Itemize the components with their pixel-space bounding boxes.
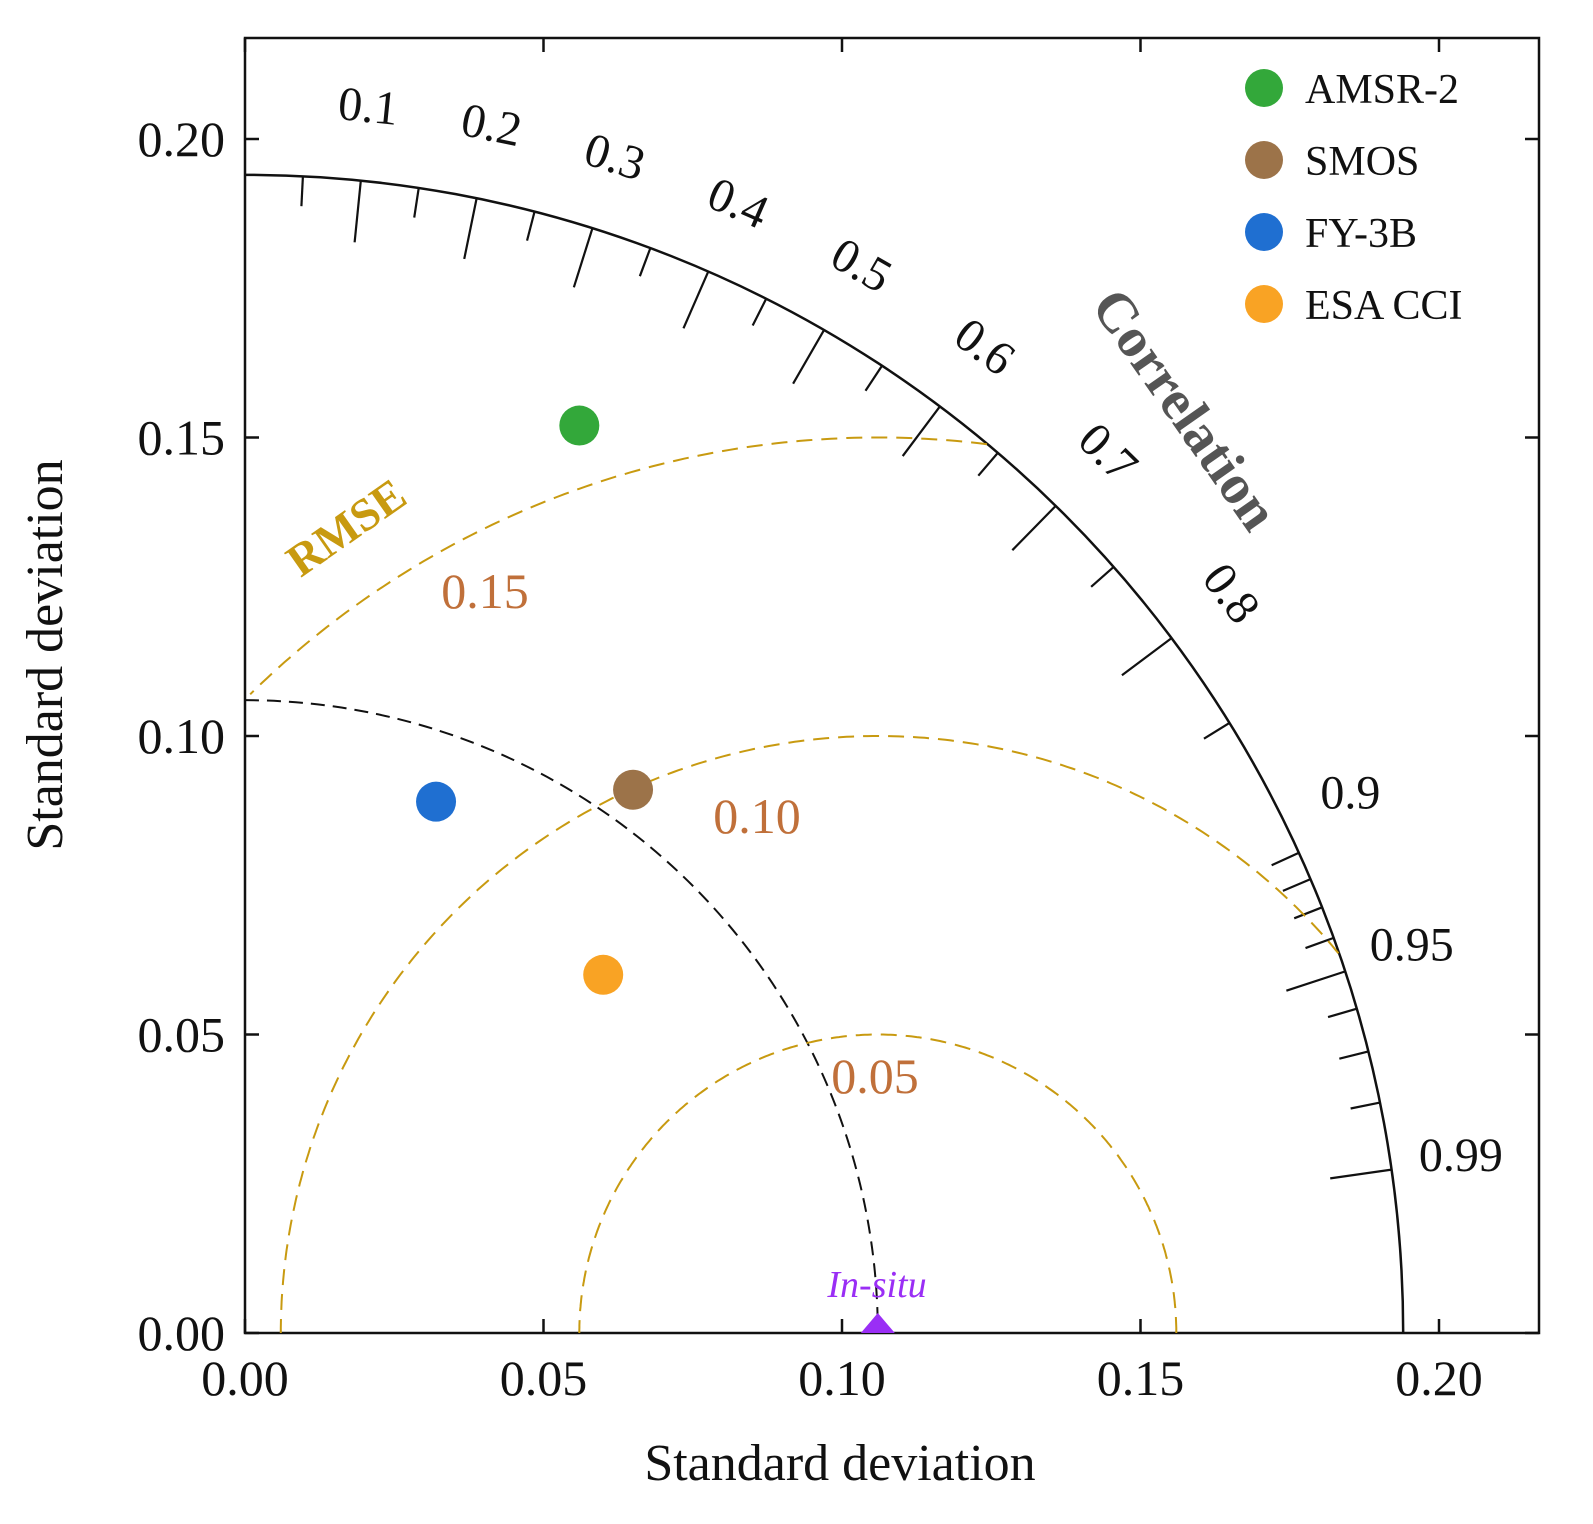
corr-major-tick: [792, 329, 826, 385]
data-point-amsr-2: [559, 405, 600, 446]
corr-minor-tick: [1339, 1050, 1369, 1060]
corr-minor-tick: [1327, 1007, 1358, 1019]
legend-label: ESA CCI: [1305, 283, 1463, 329]
corr-major-tick: [1286, 970, 1346, 992]
corr-label: 0.7: [1068, 413, 1148, 493]
corr-minor-tick: [1350, 1101, 1381, 1110]
corr-major-tick: [353, 180, 362, 243]
corr-minor-tick: [1282, 878, 1311, 892]
legend-label: SMOS: [1305, 139, 1419, 185]
corr-minor-tick: [300, 176, 305, 207]
corr-minor-tick: [638, 247, 652, 277]
x-tick-label: 0.00: [201, 1350, 289, 1406]
x-tick-label: 0.10: [798, 1350, 886, 1406]
y-tick-label: 0.00: [138, 1305, 226, 1361]
marks-layer: [416, 405, 895, 1333]
legend-marker: [1245, 69, 1283, 107]
corr-major-tick: [1121, 637, 1173, 677]
corr-minor-tick: [864, 365, 883, 392]
corr-minor-tick: [977, 452, 999, 477]
corr-minor-tick: [413, 187, 420, 218]
legend-label: FY-3B: [1305, 211, 1417, 257]
y-tick-label: 0.10: [138, 708, 226, 764]
corr-label: 0.1: [336, 77, 401, 136]
corr-minor-tick: [1203, 721, 1231, 740]
y-tick-label: 0.15: [138, 410, 226, 466]
corr-major-tick: [463, 197, 478, 260]
corr-major-tick: [1330, 1168, 1392, 1180]
y-tick-label: 0.20: [138, 111, 226, 167]
corr-label: 0.95: [1370, 919, 1454, 972]
corr-major-tick: [572, 227, 594, 288]
data-point-esa-cci: [583, 954, 624, 995]
x-tick-label: 0.20: [1395, 1350, 1483, 1406]
x-axis-title: Standard deviation: [644, 1435, 1035, 1492]
reference-label: In-situ: [826, 1264, 926, 1306]
legend: AMSR-2 SMOS FY-3B ESA CCI: [1245, 67, 1463, 329]
legend-marker: [1245, 141, 1283, 179]
rmse-level-label: 0.15: [441, 563, 529, 619]
corr-major-tick: [901, 405, 941, 457]
rmse-level-label: 0.10: [713, 788, 801, 844]
std-arc-outer: [244, 173, 1405, 1334]
std-arc-reference: [244, 699, 879, 1334]
legend-marker: [1245, 285, 1283, 323]
legend-marker: [1245, 213, 1283, 251]
rmse-contour: [279, 735, 1340, 1333]
corr-label: 0.6: [945, 308, 1025, 386]
corr-label: 0.2: [457, 93, 526, 157]
corr-label: 0.99: [1419, 1129, 1503, 1182]
rmse-contour: [578, 1033, 1178, 1333]
corr-minor-tick: [751, 298, 768, 326]
corr-label: 0.8: [1192, 554, 1270, 634]
reference-point: [860, 1313, 895, 1333]
x-tick-label: 0.15: [1097, 1350, 1185, 1406]
legend-label: AMSR-2: [1305, 67, 1459, 113]
corr-label: 0.5: [822, 228, 900, 304]
corr-major-tick: [682, 271, 710, 329]
corr-label: 0.3: [578, 123, 651, 192]
corr-minor-tick: [1293, 906, 1323, 920]
corr-label: 0.9: [1320, 767, 1380, 820]
corr-major-tick: [1011, 505, 1057, 551]
rmse-title: RMSE: [277, 468, 415, 586]
x-tick-label: 0.05: [500, 1350, 588, 1406]
y-tick-label: 0.05: [138, 1007, 226, 1063]
axes-layer: 0.00 0.05 0.10 0.15 0.20 0.00 0.05 0.10 0.15 0.20: [138, 38, 1539, 1406]
rmse-contour: [249, 436, 988, 696]
grid-layer: 0.1 0.2 0.3 0.4 0.5 0.6 0.7 0.8 0.9 0.95 0.99 0.05 0…: [244, 77, 1503, 1334]
y-axis-title: Standard deviation: [17, 459, 74, 850]
data-point-smos: [613, 769, 654, 810]
corr-label: 0.4: [700, 167, 776, 240]
corr-minor-tick: [1305, 936, 1335, 950]
data-point-fy-3b: [416, 781, 457, 822]
corr-minor-tick: [1271, 851, 1300, 867]
corr-minor-tick: [1090, 566, 1115, 588]
corr-minor-tick: [525, 211, 536, 241]
rmse-level-label: 0.05: [831, 1048, 919, 1104]
